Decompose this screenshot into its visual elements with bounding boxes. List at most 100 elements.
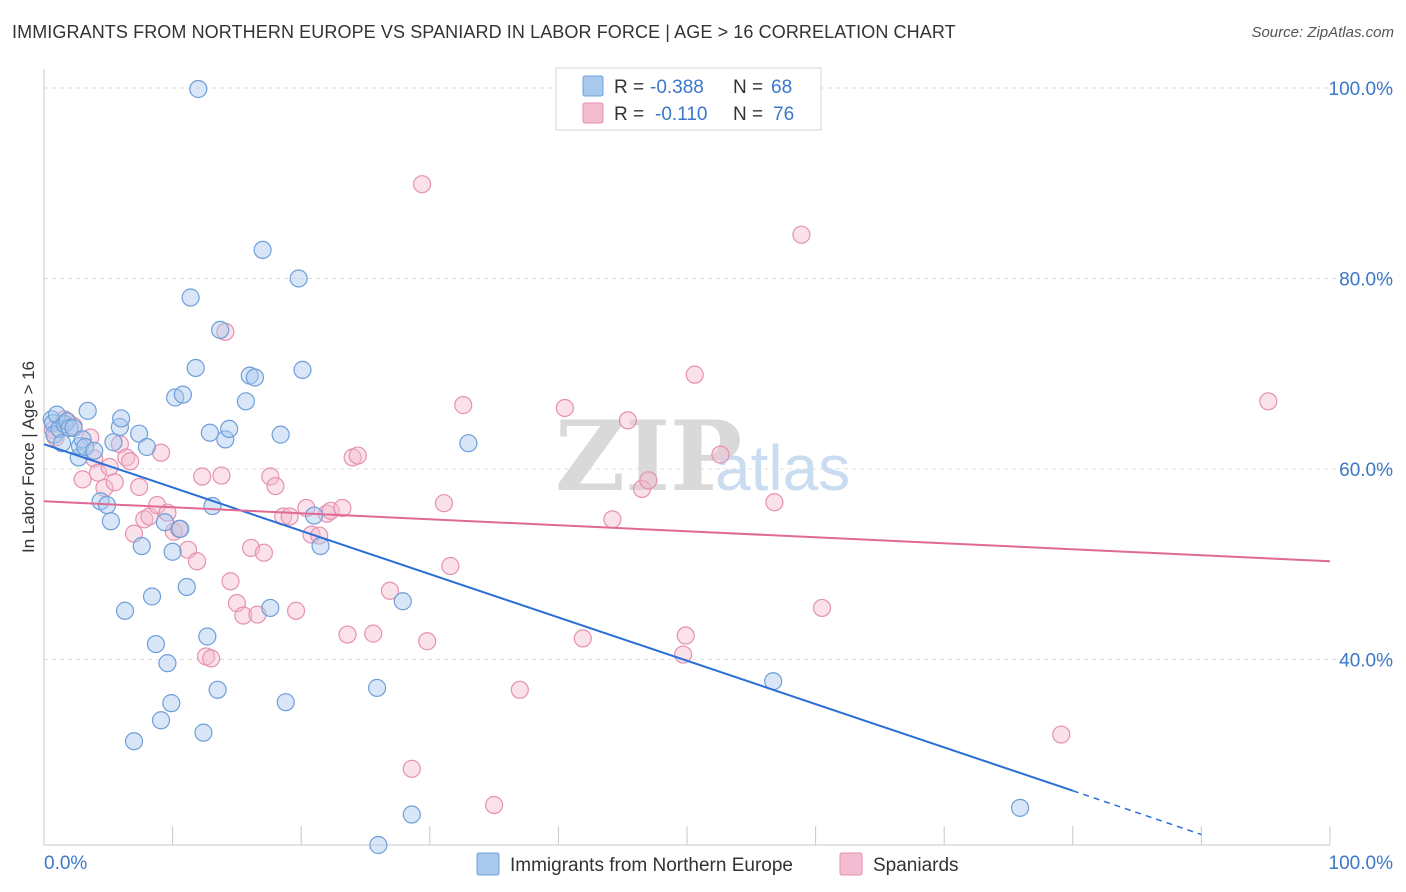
data-point-pink [348,446,367,465]
data-point-pink [88,463,108,482]
data-point-blue [171,519,190,538]
legend-n-label-pink: N = [733,104,763,125]
legend-n-value-pink: 76 [773,104,794,125]
x-tick-label-min: 0.0% [44,853,87,874]
series-spaniards [43,175,1278,815]
y-axis-title: In Labor Force | Age > 16 [19,361,38,553]
data-point-blue [211,320,230,339]
data-point-pink [105,473,124,492]
data-point-blue [151,711,171,730]
trend-lines [43,443,1331,836]
data-point-pink [555,398,574,418]
data-point-pink [187,552,207,571]
data-point-blue [76,437,95,457]
data-point-pink [280,507,299,526]
trend-line-pink [43,500,1331,563]
data-point-pink [234,606,253,625]
data-point-blue [78,401,97,420]
data-point-pink [618,411,637,430]
y-tick-label: 60.0% [1339,460,1393,481]
data-point-pink [212,466,231,485]
legend-swatch-blue [582,75,604,97]
data-point-pink [1052,725,1071,744]
data-point-pink [286,601,306,620]
data-point-pink [812,598,832,618]
data-point-blue [194,723,213,742]
data-point-blue [293,360,312,379]
data-point-blue [137,437,156,457]
data-point-blue [101,512,120,531]
data-point-pink [573,629,592,648]
data-point-pink [412,175,432,194]
data-point-blue [276,693,295,712]
data-point-blue [236,392,256,411]
data-point-pink [685,365,704,384]
data-point-blue [85,441,104,460]
data-point-blue [132,536,151,556]
legend-n-value-blue: 68 [771,77,792,98]
data-point-blue [289,269,308,288]
data-point-pink [603,510,622,529]
legend: R = -0.388 N = 68 R = -0.110 N = 76 [555,67,822,131]
data-point-blue [177,577,196,597]
data-point-blue [393,592,412,611]
data-point-blue [115,601,135,620]
data-point-pink [454,396,473,415]
data-point-pink [364,624,383,643]
chart-source: Source: ZipAtlas.com [1251,24,1394,41]
data-point-pink [485,795,504,815]
data-point-pink [73,470,92,489]
series-immigrants-northern-europe [42,79,1030,855]
data-point-blue [181,288,200,307]
bottom-legend-label-blue: Immigrants from Northern Europe [510,855,793,876]
chart-title: IMMIGRANTS FROM NORTHERN EUROPE VS SPANI… [12,22,956,42]
data-point-blue [146,634,165,654]
data-point-pink [135,510,154,529]
data-point-pink [434,494,454,513]
watermark-atlas: atlas [715,432,850,504]
legend-r-label-pink: R = [614,104,644,125]
data-point-blue [216,430,235,449]
data-point-blue [130,424,149,443]
data-point-pink [676,626,695,645]
data-point-blue [402,805,421,824]
data-point-blue [261,598,280,618]
data-point-blue [186,358,205,378]
data-point-blue [163,542,182,561]
x-tick-label-max: 100.0% [1329,853,1394,874]
data-point-blue [198,627,217,646]
data-point-blue [112,409,131,428]
trend-line-extension-blue [1072,790,1202,836]
data-point-blue [52,434,72,453]
bottom-legend-swatch-pink [839,852,863,876]
y-tick-label: 40.0% [1339,650,1393,671]
data-point-blue [158,654,177,673]
bottom-legend-label-pink: Spaniards [873,855,959,876]
x-tick-labels: 0.0% 100.0% [44,853,1393,874]
data-point-pink [266,476,285,496]
data-point-blue [104,433,123,452]
y-tick-labels: 40.0% 60.0% 80.0% 100.0% [1329,79,1394,671]
y-tick-label: 80.0% [1339,269,1393,290]
data-point-pink [402,759,421,778]
data-point-blue [304,506,324,525]
data-point-blue [155,513,174,532]
data-point-pink [202,649,221,668]
data-point-blue [1010,798,1030,817]
bottom-legend-swatch-blue [476,852,500,876]
legend-n-label-blue: N = [733,77,763,98]
data-point-blue [208,680,227,699]
trend-line-blue [43,443,1074,792]
data-point-blue [162,694,181,713]
data-point-pink [333,498,352,518]
data-point-blue [220,419,239,439]
data-point-pink [510,680,529,699]
data-point-pink [254,543,274,562]
bottom-legend: Immigrants from Northern Europe Spaniard… [476,852,959,876]
data-point-pink [380,581,400,600]
data-point-blue [271,425,290,444]
data-point-blue [189,79,208,99]
data-point-pink [765,493,784,512]
data-point-pink [418,632,437,651]
